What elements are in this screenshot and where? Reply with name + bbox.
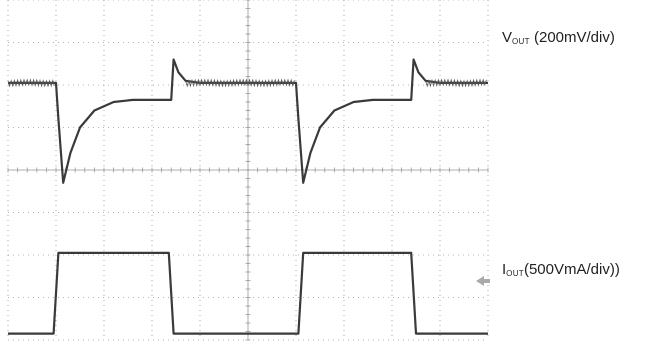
vout-noise	[425, 78, 487, 88]
channel-marker-icon	[476, 276, 490, 286]
vout-label: VOUT (200mV/div)	[502, 29, 615, 46]
vout-symbol: V	[502, 29, 513, 46]
grid	[7, 0, 489, 341]
vout-scale: (200mV/div)	[533, 29, 615, 46]
series-line-iout	[8, 251, 488, 335]
iout-label: IOUT(500VmA/div))	[502, 261, 620, 278]
vout-noise	[7, 78, 55, 88]
vout-subscript: OUT	[512, 37, 530, 46]
vout-noise	[185, 78, 295, 88]
iout-subscript: OUT	[506, 269, 524, 278]
iout-scale: (500VmA/div))	[523, 261, 620, 278]
series-line-vout	[8, 58, 488, 184]
iout-symbol: I	[502, 261, 507, 278]
traces	[7, 58, 488, 335]
